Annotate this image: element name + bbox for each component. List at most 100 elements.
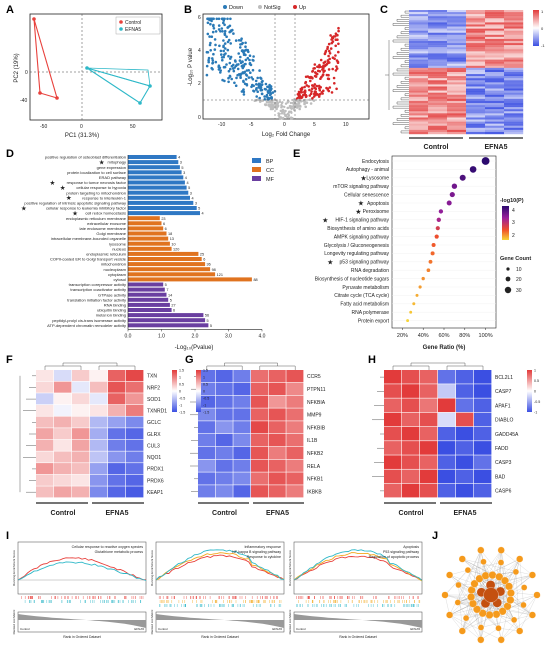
go-count-label: 14 xyxy=(168,293,172,297)
network-node xyxy=(478,609,487,618)
enrichment-frame xyxy=(155,541,285,595)
color-scale xyxy=(527,370,532,412)
heatmap-cell xyxy=(466,90,486,93)
y-axis-label: -Log₁₀ P value xyxy=(188,47,194,86)
volcano-point xyxy=(305,94,308,98)
go-count-label: 4 xyxy=(185,176,187,180)
heatmap-cell xyxy=(447,53,467,56)
go-count-label: 6 xyxy=(165,227,167,231)
heatmap-cell xyxy=(233,472,251,485)
heatmap-cell xyxy=(504,129,524,133)
volcano-point xyxy=(227,25,230,29)
size-tick: 20 xyxy=(516,277,522,283)
heatmap-cell xyxy=(447,63,467,66)
go-count-label: 5 xyxy=(165,283,167,287)
heatmap-cell xyxy=(233,446,251,459)
heatmap-cell xyxy=(108,463,126,475)
pathway-label: Lysosome xyxy=(366,176,389,182)
pathway-bubble xyxy=(469,166,477,173)
heatmap-cell xyxy=(409,43,429,46)
volcano-point xyxy=(217,65,220,69)
volcano-point xyxy=(244,58,248,62)
heatmap-cell xyxy=(409,78,429,81)
heatmap-cell xyxy=(466,121,486,124)
heatmap-cell xyxy=(409,12,429,15)
heatmap-cell xyxy=(447,76,467,79)
dendrogram-branch xyxy=(404,10,409,14)
heatmap-cell xyxy=(504,12,524,15)
heatmap-cell xyxy=(447,74,467,77)
heatmap-cell xyxy=(108,451,126,463)
heatmap-cell xyxy=(420,426,438,441)
heatmap-cell xyxy=(54,393,72,405)
pathway-bubble xyxy=(428,259,433,264)
volcano-point xyxy=(243,63,246,66)
heatmap-cell xyxy=(485,30,505,33)
go-term-label: endoplasmic reticulum membrane xyxy=(66,216,127,221)
heatmap-cell xyxy=(504,86,524,89)
gene-label: BAD xyxy=(495,475,506,481)
volcano-point xyxy=(315,84,319,88)
volcano-point xyxy=(313,90,317,93)
heatmap-cell xyxy=(251,382,269,395)
volcano-point xyxy=(261,79,264,83)
volcano-point xyxy=(245,69,249,72)
volcano-point xyxy=(280,101,284,105)
heatmap-cell xyxy=(466,18,486,21)
volcano-point xyxy=(208,43,212,47)
heatmap-cell xyxy=(409,28,429,31)
heatmap-cell xyxy=(466,111,486,114)
gene-label: CCR5 xyxy=(307,374,321,380)
heatmap-cell xyxy=(409,57,429,60)
volcano-point xyxy=(337,50,340,54)
go-count-label: 5 xyxy=(181,166,183,170)
go-term-label: positive regulation of osteoblast differ… xyxy=(45,155,126,160)
volcano-point xyxy=(326,77,330,80)
heatmap-cell xyxy=(466,30,486,33)
network-edge xyxy=(501,594,538,640)
heatmap-cell xyxy=(447,86,467,89)
dendrogram-branch xyxy=(392,105,409,109)
column-dendrogram xyxy=(206,362,296,370)
scale-tick: 1 xyxy=(534,369,536,373)
volcano-point xyxy=(316,93,320,96)
volcano-point xyxy=(239,74,242,77)
heatmap-cell xyxy=(420,455,438,469)
go-count-label: 10 xyxy=(171,242,175,246)
heatmap-cell xyxy=(215,408,233,421)
heatmap-cell xyxy=(456,469,474,484)
heatmap-cell xyxy=(504,47,524,50)
heatmap-cell xyxy=(447,72,467,75)
heatmap-cell xyxy=(286,408,304,421)
volcano-point xyxy=(222,44,225,48)
heatmap-cell xyxy=(504,24,524,27)
pathway-bubble xyxy=(426,268,431,273)
network-node xyxy=(497,546,505,554)
heatmap-cell xyxy=(215,395,233,408)
gene-label: PRDX1 xyxy=(147,467,164,473)
heatmap-cell xyxy=(409,49,429,52)
pathway-label: HIF-1 signaling pathway xyxy=(335,218,389,224)
heatmap-cell xyxy=(198,434,216,447)
go-count-label: 88 xyxy=(253,278,257,282)
heatmap-cell xyxy=(286,459,304,472)
heatmap-cell xyxy=(504,117,524,120)
gene-label: GADD45A xyxy=(495,432,519,438)
heatmap-cell xyxy=(447,45,467,48)
pathway-bubble xyxy=(418,285,422,289)
volcano-point xyxy=(251,58,254,62)
heatmap-cell xyxy=(438,455,456,469)
heatmap-cell xyxy=(428,78,448,81)
pathway-bubble xyxy=(481,157,490,165)
gene-label: TXN xyxy=(147,374,157,380)
go-bar xyxy=(128,267,211,272)
heatmap-cell xyxy=(409,69,429,73)
heatmap-cell xyxy=(428,47,448,50)
group-label-control: Control xyxy=(399,510,424,517)
volcano-point xyxy=(250,76,253,79)
volcano-point xyxy=(229,67,232,71)
network-node xyxy=(475,574,484,583)
go-count-label: 5 xyxy=(207,319,209,323)
heatmap-cell xyxy=(504,80,524,83)
